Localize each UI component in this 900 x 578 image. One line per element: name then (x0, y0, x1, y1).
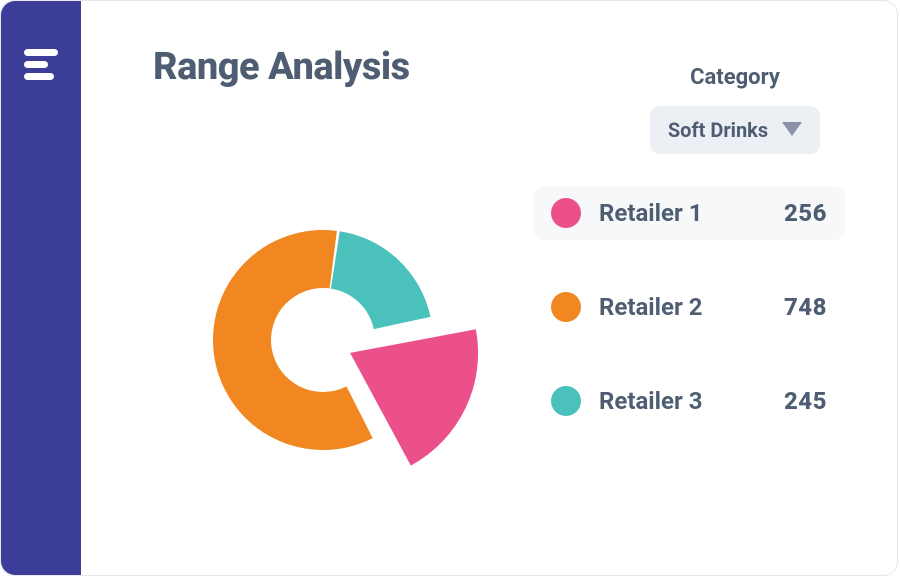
pie-slice-retailer3[interactable] (331, 231, 431, 329)
legend-row-retailer2[interactable]: Retailer 2748 (533, 280, 845, 334)
category-label: Category (690, 65, 780, 90)
page-title: Range Analysis (153, 45, 410, 89)
chart-legend: Retailer 1256 Retailer 2748 Retailer 3245 (493, 180, 845, 550)
content-row: Retailer 1256 Retailer 2748 Retailer 3245 (153, 180, 845, 550)
legend-dot-retailer1 (551, 198, 581, 228)
legend-label: Retailer 3 (599, 387, 784, 415)
category-dropdown-value: Soft Drinks (668, 118, 768, 142)
legend-value: 748 (784, 293, 827, 321)
legend-row-retailer1[interactable]: Retailer 1256 (533, 186, 845, 240)
legend-row-retailer3[interactable]: Retailer 3245 (533, 374, 845, 428)
legend-dot-retailer3 (551, 386, 581, 416)
app-card: Range Analysis Category Soft Drinks Reta… (0, 0, 898, 576)
top-row: Range Analysis Category Soft Drinks (153, 45, 845, 154)
range-chart (153, 180, 493, 550)
legend-label: Retailer 2 (599, 293, 784, 321)
legend-dot-retailer2 (551, 292, 581, 322)
chevron-down-icon (782, 122, 802, 138)
legend-label: Retailer 1 (599, 199, 784, 227)
pie-slice-retailer1[interactable] (350, 329, 478, 465)
menu-icon[interactable] (24, 49, 58, 81)
main-panel: Range Analysis Category Soft Drinks Reta… (81, 1, 897, 575)
legend-value: 245 (784, 387, 827, 415)
sidebar (1, 1, 81, 575)
category-dropdown[interactable]: Soft Drinks (650, 106, 820, 154)
legend-value: 256 (784, 199, 827, 227)
category-filter: Category Soft Drinks (625, 65, 845, 154)
